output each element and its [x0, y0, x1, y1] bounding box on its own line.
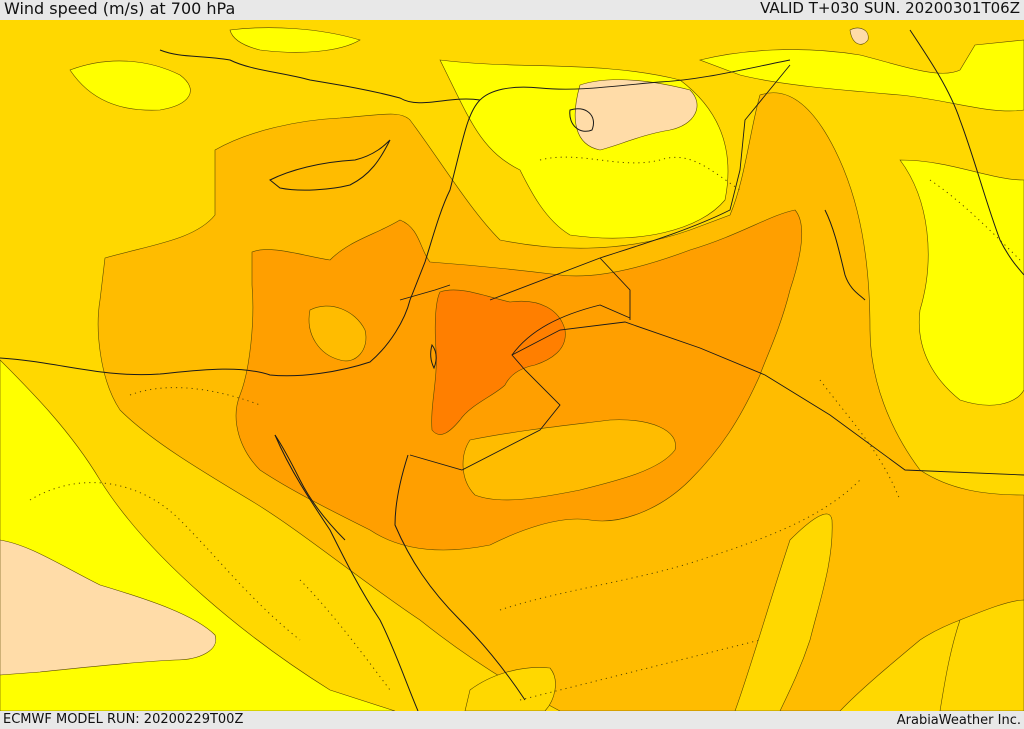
wind-level-medium-hole-west [308, 305, 367, 362]
coastlines [0, 29, 1024, 711]
map-title: Wind speed (m/s) at 700 hPa [4, 0, 236, 18]
header-bar: Wind speed (m/s) at 700 hPa VALID T+030 … [0, 0, 1024, 20]
cyprus-island [269, 139, 391, 191]
wind-level-medium-hole-east [462, 419, 676, 501]
political-borders [399, 59, 1024, 476]
credit-label: ArabiaWeather Inc. [896, 713, 1021, 728]
model-run-label: ECMWF MODEL RUN: 20200229T00Z [3, 712, 244, 727]
map-canvas [0, 20, 1024, 711]
wind-level-medium-light-far-southeast [939, 599, 1024, 711]
wind-level-medium-light-south [464, 667, 556, 711]
wind-level-very-light-north [574, 79, 698, 151]
footer-bar: ECMWF MODEL RUN: 20200229T00Z ArabiaWeat… [0, 711, 1024, 729]
wind-level-strong [235, 209, 803, 551]
wind-level-light-north-strip [229, 27, 361, 53]
wind-level-light-northwest [69, 60, 191, 111]
wind-speed-map [0, 20, 1024, 711]
gulf-of-suez [274, 434, 346, 541]
dead-sea [430, 343, 437, 370]
wind-level-very-light-small [849, 27, 869, 45]
wind-level-very-strong [431, 289, 566, 435]
mediterranean-south-coast [0, 99, 481, 377]
dotted-contours [29, 156, 1021, 701]
valid-time-label: VALID T+030 SUN. 20200301T06Z [760, 0, 1020, 17]
lake-van [569, 108, 594, 132]
red-sea-west-coast [274, 434, 419, 711]
red-sea-east-coast [394, 454, 526, 701]
caspian-coast [909, 29, 1024, 276]
wind-level-light-north [698, 39, 1024, 112]
persian-gulf-coast [824, 209, 866, 301]
wind-level-very-light-southwest [0, 539, 217, 676]
wind-level-medium-light-southeast [734, 513, 833, 711]
anatolia-coast [159, 49, 481, 104]
